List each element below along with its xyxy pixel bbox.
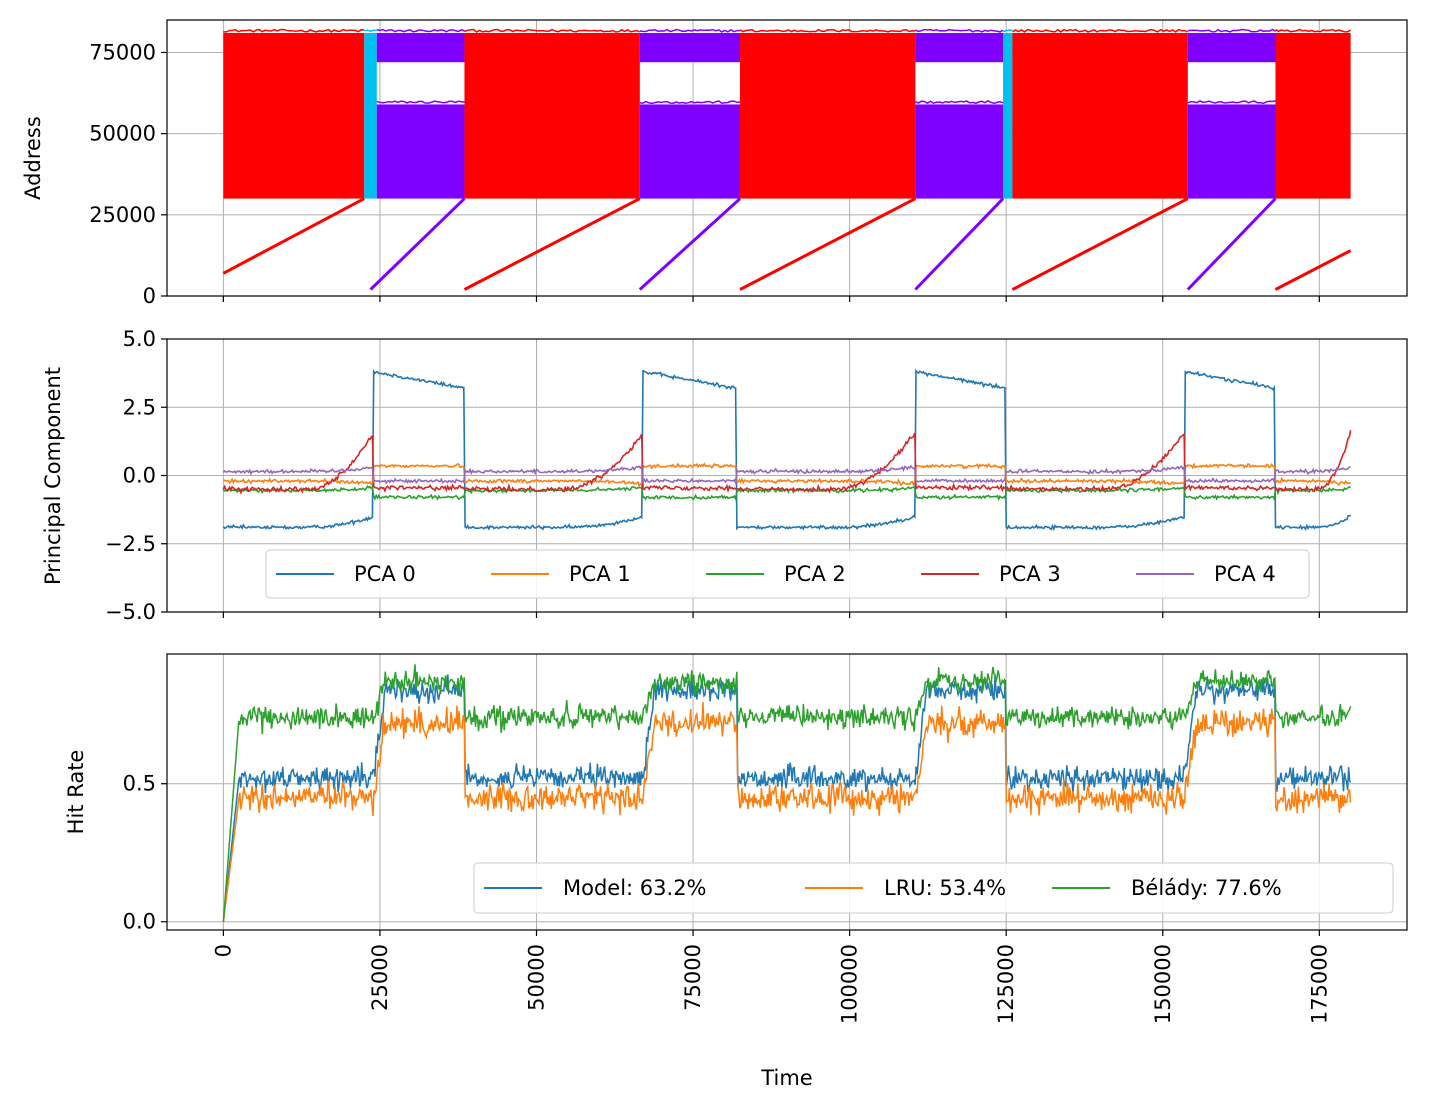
y-tick-label: 75000 (89, 40, 156, 64)
legend-frame (473, 862, 1394, 914)
address-band (376, 32, 465, 63)
hitrate-ylabel: Hit Rate (64, 750, 88, 835)
pca-legend: PCA 0 PCA 1 PCA 2 PCA 3 PCA 4 (265, 549, 1310, 599)
pca-series-line (222, 463, 1351, 486)
legend-label: PCA 3 (999, 562, 1061, 586)
x-tick-label: 100000 (838, 944, 862, 1024)
legend-label: PCA 4 (1214, 562, 1276, 586)
hitrate-y-ticks: 0.0 0.5 (123, 772, 167, 934)
x-tick-label: 25000 (368, 944, 392, 1011)
address-ylabel: Address (21, 116, 45, 200)
address-band (915, 104, 1004, 199)
x-tick-label: 50000 (524, 944, 548, 1011)
legend-label: PCA 0 (354, 562, 416, 586)
address-band-edge (1187, 28, 1276, 33)
hitrate-series-line (222, 664, 1352, 922)
legend-frame (265, 549, 1310, 599)
hitrate-lines (222, 664, 1352, 922)
address-band-edge (1012, 28, 1189, 33)
pca-panel: −5.0 −2.5 0.0 2.5 5.0 Principal Component PC… (41, 327, 1408, 624)
legend-label: Bélády: 77.6% (1131, 876, 1282, 900)
address-panel: 0 25000 50000 75000 Address (21, 19, 1408, 308)
y-tick-label: 0.0 (123, 464, 156, 488)
pca-series-line (222, 368, 1351, 532)
hitrate-x-ticks: 0 25000 50000 75000 100000 125000 150000 175000 (211, 930, 1331, 1024)
address-band-edge (223, 28, 365, 33)
address-ramp (369, 197, 466, 291)
address-band-edge (376, 100, 465, 104)
x-tick-label: 175000 (1307, 944, 1331, 1024)
hitrate-series-line (222, 701, 1352, 922)
address-band-edge (915, 100, 1004, 105)
pca-ylabel: Principal Component (41, 367, 65, 585)
address-ramp (1186, 197, 1277, 291)
pca-y-ticks: −5.0 −2.5 0.0 2.5 5.0 (105, 327, 167, 624)
y-tick-label: 5.0 (123, 327, 156, 351)
address-band-edge (639, 28, 740, 33)
address-band (464, 32, 640, 199)
y-tick-label: 0 (143, 284, 156, 308)
address-band (740, 32, 916, 199)
time-xlabel: Time (760, 1066, 812, 1090)
address-band (915, 32, 1004, 63)
y-tick-label: 0.0 (123, 910, 156, 934)
legend-label: PCA 1 (569, 562, 631, 586)
address-band (1187, 32, 1276, 63)
address-ramp (1274, 249, 1352, 291)
y-tick-label: −5.0 (105, 600, 156, 624)
address-ramp (914, 197, 1005, 291)
address-band-edge (364, 29, 377, 32)
x-tick-label: 125000 (994, 944, 1018, 1024)
legend-label: PCA 2 (784, 562, 846, 586)
address-band (639, 32, 741, 63)
address-band (1187, 104, 1276, 199)
address-band (639, 104, 741, 199)
x-tick-label: 150000 (1151, 944, 1175, 1024)
address-ramp (638, 197, 742, 291)
address-y-ticks: 0 25000 50000 75000 (89, 40, 167, 308)
address-band-edge (1275, 28, 1351, 33)
address-band-edge (376, 28, 465, 33)
address-band (1012, 32, 1188, 199)
pca-series-line (223, 462, 1351, 488)
x-tick-label: 75000 (681, 944, 705, 1011)
address-ramp (1011, 197, 1189, 291)
y-tick-label: 50000 (89, 122, 156, 146)
address-band (376, 104, 465, 199)
address-band-edge (639, 100, 741, 105)
y-tick-label: 0.5 (123, 772, 156, 796)
address-ramp (222, 197, 365, 275)
address-ramp (739, 197, 917, 291)
address-band-edge (1002, 29, 1013, 33)
y-tick-label: 2.5 (123, 395, 156, 419)
address-band-edge (464, 28, 641, 33)
pca-series-line (222, 430, 1352, 495)
address-band (1003, 32, 1013, 199)
address-band (223, 32, 365, 199)
address-band-edge (1187, 100, 1276, 105)
address-band-edge (915, 28, 1004, 33)
pca-lines (222, 368, 1352, 532)
y-tick-label: 25000 (89, 203, 156, 227)
address-band-edge (739, 28, 916, 33)
address-band (1275, 32, 1351, 199)
address-scatter (222, 28, 1352, 291)
hitrate-legend: Model: 63.2% LRU: 53.4% Bélády: 77.6% (473, 862, 1394, 914)
legend-label: Model: 63.2% (563, 876, 707, 900)
legend-label: LRU: 53.4% (884, 876, 1006, 900)
hitrate-panel: 0.0 0.5 0 25000 50000 75000 100000 125000 15000… (64, 653, 1408, 1090)
address-x-ticks (222, 296, 1320, 302)
x-tick-label: 0 (211, 944, 235, 957)
y-tick-label: −2.5 (105, 532, 156, 556)
address-band (364, 32, 377, 199)
address-ramp (463, 197, 641, 291)
pca-x-ticks (222, 612, 1320, 618)
